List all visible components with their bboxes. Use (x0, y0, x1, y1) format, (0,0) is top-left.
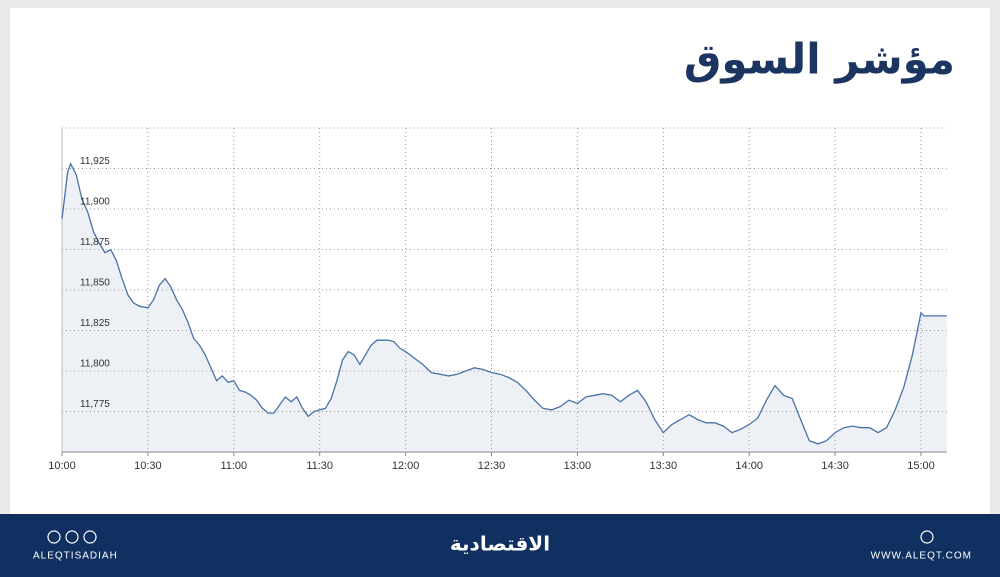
icon (83, 530, 97, 544)
area (62, 163, 947, 452)
x-tick-label: 10:30 (134, 460, 162, 472)
x-tick-label: 11:00 (220, 460, 247, 472)
footer-right: WWW.ALEQT.COM (871, 551, 972, 562)
y-tick-label: 11,925 (80, 156, 110, 167)
line (61, 161, 947, 445)
footer-band (0, 514, 1000, 577)
chart-title: مؤشر السوق (684, 35, 955, 85)
x-tick-label: 15:00 (907, 460, 935, 472)
x-tick-label: 14:30 (821, 460, 849, 472)
y-tick-label: 11,800 (80, 359, 110, 370)
x-tick-label: 13:30 (650, 460, 678, 472)
x-tick-label: 14:00 (735, 460, 763, 472)
social-icons (47, 530, 934, 544)
x-tick-label: 12:00 (392, 460, 420, 472)
y-tick-label: 11,825 (80, 318, 110, 329)
y-tick-label: 11,900 (80, 197, 110, 208)
footer-logo: الاقتصادية (450, 532, 550, 556)
y-tick-label: 11,850 (80, 278, 110, 289)
y-tick-label: 11,875 (80, 237, 110, 248)
icon (65, 530, 79, 544)
x-tick-label: 10:00 (48, 460, 76, 472)
y-tick-label: 11,775 (80, 399, 110, 410)
footer-left: ALEQTISADIAH (33, 551, 118, 562)
icon (47, 530, 61, 544)
x-tick-label: 12:30 (478, 460, 506, 472)
x-tick-label: 11:30 (306, 460, 333, 472)
x-tick-label: 13:00 (564, 460, 592, 472)
icon (920, 530, 934, 544)
